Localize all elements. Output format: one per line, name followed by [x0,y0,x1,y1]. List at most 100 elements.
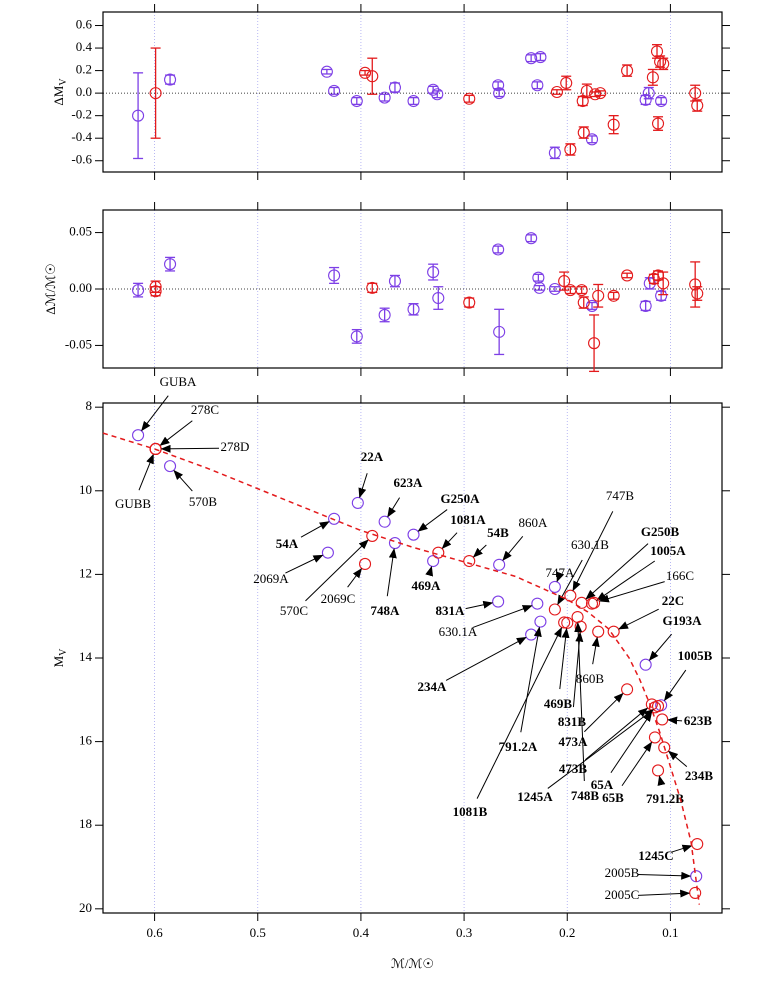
error-bar [464,297,475,308]
data-point [525,52,538,65]
error-bar [565,286,576,295]
y-tick-label: 0.00 [69,280,92,295]
y-axis-label: ΔMV [51,78,69,106]
data-point [492,243,505,256]
data-point [427,554,440,568]
data-point [607,118,620,131]
point-label: G250A [441,491,481,506]
y-tick-label: 0.05 [69,224,92,239]
data-point [407,303,420,316]
y-tick-label: 10 [79,482,92,497]
data-point [534,51,547,64]
point-label: 54A [276,536,299,551]
data-point [463,554,476,568]
error-bar [329,86,340,95]
y-tick-label: 0.2 [76,62,92,77]
label-arrow [559,627,570,690]
data-point [366,529,379,542]
data-point [492,595,505,608]
error-bar [526,54,537,63]
label-arrow [584,707,649,761]
point-label: 1081A [450,512,486,527]
data-point [493,558,506,571]
point-label: 65B [602,790,624,805]
label-arrow [591,636,600,665]
data-point [358,66,372,79]
data-point [164,258,177,271]
data-point [388,81,402,94]
data-point [548,580,561,593]
y-axis-label-text: ΔM [51,85,66,105]
data-point [351,496,364,509]
data-point [328,269,341,282]
label-arrow [305,539,369,602]
point-label: 831B [558,714,587,729]
data-point [427,266,440,279]
error-bar [608,291,619,300]
error-bar [133,72,144,160]
data-point [366,281,379,294]
data-point [585,133,599,146]
label-arrow [425,565,434,577]
y-axis-label-text: Δℳ/ℳ☉ [43,263,58,314]
error-bar [379,93,390,102]
data-point [149,87,162,100]
point-label: 570B [189,494,218,509]
plot-frame [102,209,723,369]
label-arrow [547,709,655,789]
point-label: 469B [544,696,573,711]
data-point [388,275,402,288]
data-point [320,65,333,78]
label-arrow [572,511,614,592]
label-arrow [472,544,487,558]
label-arrow [556,571,565,583]
y-tick-label: 0.0 [76,84,92,99]
data-point [525,232,538,245]
y-tick-label: -0.4 [71,129,92,144]
label-arrow [138,453,154,491]
label-arrow [141,395,169,432]
error-bar [690,261,701,308]
point-label: 473A [559,734,589,749]
data-point [577,296,590,309]
error-bar [534,284,545,291]
point-label: 278C [191,402,219,417]
data-point [576,94,589,108]
data-point [592,625,605,638]
data-point [321,546,334,559]
plot-frame [102,11,723,173]
error-bar [379,307,390,323]
error-bar [593,283,604,308]
error-bar [493,245,504,254]
label-arrow [285,554,324,574]
point-label: 234A [418,679,448,694]
x-tick-label: 0.4 [353,925,370,940]
label-arrow [387,497,401,518]
point-label: 748B [571,788,600,803]
error-bar [589,314,600,373]
label-arrow [667,716,683,725]
y-axis-label-sub: V [58,78,69,86]
label-arrow [664,669,687,702]
error-bar [433,286,444,310]
data-point [431,88,444,101]
y-tick-label: 0.4 [76,39,93,54]
label-arrow [159,420,193,446]
point-label: 473B [559,761,588,776]
data-point [639,658,652,671]
data-point [689,87,702,100]
data-point [432,546,445,559]
x-tick-label: 0.1 [662,925,678,940]
x-tick-label: 0.6 [146,925,163,940]
error-bar [351,96,362,106]
data-point [651,764,665,777]
error-bar [576,286,587,295]
point-label: 831A [436,603,466,618]
data-point [689,278,702,291]
data-point [639,299,652,312]
data-point [691,287,704,300]
data-point [648,731,661,744]
point-label: 747B [606,488,635,503]
data-point [564,143,577,156]
